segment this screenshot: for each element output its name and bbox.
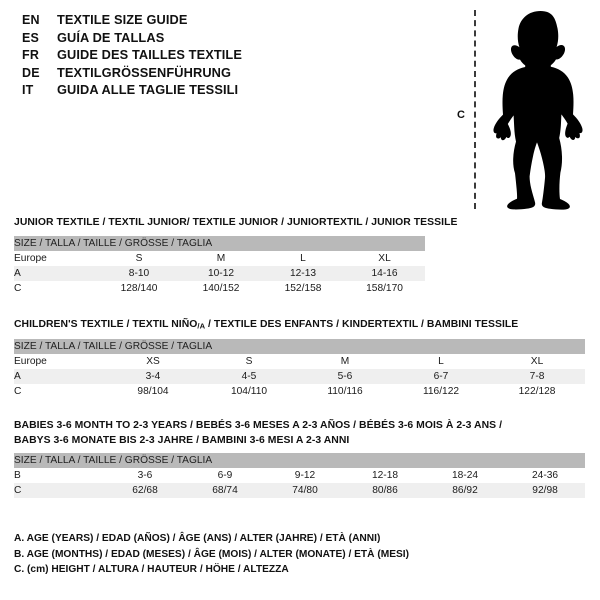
cell-value: XL [489, 353, 586, 369]
cell-value: 140/152 [180, 280, 262, 296]
cell-value: 4-5 [201, 368, 297, 384]
cell-value: 24-36 [505, 468, 586, 483]
cell-value: 152/158 [262, 280, 344, 296]
cell-value: 6-9 [185, 468, 265, 483]
babies-size-table: SIZE / TALLA / TAILLE / GRÖSSE / TAGLIA … [14, 453, 586, 498]
cell-value: L [393, 353, 489, 369]
cell-value: 110/116 [297, 383, 393, 399]
row-label: C [14, 383, 105, 399]
cell-value: 9-12 [265, 468, 345, 483]
row-label: Europe [14, 250, 98, 266]
table-row: C 62/68 68/74 74/80 80/86 86/92 92/98 [14, 483, 586, 498]
cell-value: 80/86 [345, 483, 425, 498]
language-row: DE TEXTILGRÖSSENFÜHRUNG [22, 65, 442, 83]
cell-value: 128/140 [98, 280, 180, 296]
cell-value: 116/122 [393, 383, 489, 399]
language-code: FR [22, 48, 40, 63]
size-header-label: SIZE / TALLA / TAILLE / GRÖSSE / TAGLIA [14, 338, 586, 354]
table-row: C 128/140 140/152 152/158 158/170 [14, 280, 426, 296]
row-label: C [14, 280, 98, 296]
cell-value: 12-13 [262, 265, 344, 281]
table-header-row: SIZE / TALLA / TAILLE / GRÖSSE / TAGLIA [14, 235, 426, 251]
cell-value: XS [105, 353, 201, 369]
cell-value: 10-12 [180, 265, 262, 281]
legend-row-a: A. AGE (YEARS) / EDAD (AÑOS) / ÂGE (ANS)… [14, 533, 381, 544]
language-title: TEXTILGRÖSSENFÜHRUNG [57, 64, 232, 80]
cell-value: 18-24 [425, 468, 505, 483]
children-size-table: SIZE / TALLA / TAILLE / GRÖSSE / TAGLIA … [14, 338, 586, 399]
cell-value: 92/98 [505, 483, 586, 498]
language-title: GUÍA DE TALLAS [57, 29, 165, 45]
cell-value: M [297, 353, 393, 369]
section-title-line2: BABYS 3-6 MONATE BIS 2-3 JAHRE / BAMBINI… [14, 434, 350, 446]
table-row: Europe XS S M L XL [14, 353, 586, 369]
legend-row-c: C. (cm) HEIGHT / ALTURA / HAUTEUR / HÖHE… [14, 564, 289, 575]
language-code: EN [22, 13, 40, 27]
cell-value: 86/92 [425, 483, 505, 498]
legend-block: A. AGE (YEARS) / EDAD (AÑOS) / ÂGE (ANS)… [14, 531, 584, 578]
section-junior-textile: JUNIOR TEXTILE / TEXTIL JUNIOR/ TEXTILE … [14, 216, 458, 296]
cell-value: 6-7 [393, 368, 489, 384]
language-row: FR GUIDE DES TAILLES TEXTILE [22, 47, 442, 65]
row-label: B [14, 468, 105, 483]
language-code: IT [22, 83, 34, 98]
cell-value: 8-10 [98, 265, 180, 281]
language-row: ES GUÍA DE TALLAS [22, 30, 442, 48]
cell-value: 7-8 [489, 368, 586, 384]
row-label: C [14, 483, 105, 498]
table-header-row: SIZE / TALLA / TAILLE / GRÖSSE / TAGLIA [14, 453, 586, 468]
cell-value: 68/74 [185, 483, 265, 498]
section-childrens-textile: CHILDREN'S TEXTILE / TEXTIL NIÑO/A / TEX… [14, 318, 586, 399]
table-header-row: SIZE / TALLA / TAILLE / GRÖSSE / TAGLIA [14, 338, 586, 354]
junior-size-table: SIZE / TALLA / TAILLE / GRÖSSE / TAGLIA … [14, 235, 426, 296]
cell-value: 14-16 [344, 265, 426, 281]
language-row: IT GUIDA ALLE TAGLIE TESSILI [22, 82, 442, 100]
language-code: ES [22, 30, 40, 45]
size-header-label: SIZE / TALLA / TAILLE / GRÖSSE / TAGLIA [14, 235, 426, 251]
row-label: A [14, 265, 98, 281]
language-code: DE [22, 65, 40, 80]
toddler-silhouette-icon [493, 11, 583, 210]
cell-value: L [262, 250, 344, 266]
height-dashed-line [474, 10, 476, 209]
section-babies-textile: BABIES 3-6 MONTH TO 2-3 YEARS / BEBÉS 3-… [14, 419, 586, 498]
cell-value: 3-6 [105, 468, 185, 483]
section-title-post: / TEXTILE DES ENFANTS / KINDERTEXTIL / B… [205, 319, 519, 330]
section-title-line1: BABIES 3-6 MONTH TO 2-3 YEARS / BEBÉS 3-… [14, 420, 503, 431]
row-label: Europe [14, 353, 105, 369]
section-title: CHILDREN'S TEXTILE / TEXTIL NIÑO/A / TEX… [14, 318, 585, 334]
cell-value: 98/104 [105, 383, 201, 399]
language-row: EN TEXTILE SIZE GUIDE [22, 12, 442, 30]
cell-value: S [201, 353, 297, 369]
cell-value: 104/110 [201, 383, 297, 399]
cell-value: 158/170 [344, 280, 426, 296]
row-label: A [14, 368, 105, 384]
height-measurement-figure: C [446, 6, 596, 211]
cell-value: 74/80 [265, 483, 345, 498]
cell-value: 122/128 [489, 383, 586, 399]
size-header-label: SIZE / TALLA / TAILLE / GRÖSSE / TAGLIA [14, 453, 586, 468]
legend-row-b: B. AGE (MONTHS) / EDAD (MESES) / ÂGE (MO… [14, 548, 410, 560]
table-row: B 3-6 6-9 9-12 12-18 18-24 24-36 [14, 468, 586, 483]
cell-value: 3-4 [105, 368, 201, 384]
cell-value: M [180, 250, 262, 266]
table-row: Europe S M L XL [14, 250, 426, 266]
table-row: A 8-10 10-12 12-13 14-16 [14, 265, 426, 281]
section-title: JUNIOR TEXTILE / TEXTIL JUNIOR/ TEXTILE … [14, 217, 458, 228]
language-title: GUIDE DES TAILLES TEXTILE [57, 47, 242, 63]
language-title: GUIDA ALLE TAGLIE TESSILI [57, 82, 239, 98]
cell-value: 12-18 [345, 468, 425, 483]
cell-value: XL [344, 250, 426, 266]
cell-value: 5-6 [297, 368, 393, 384]
language-title: TEXTILE SIZE GUIDE [57, 12, 188, 27]
height-axis-label: C [457, 109, 465, 121]
section-title-subscript: /A [197, 321, 206, 331]
table-row: A 3-4 4-5 5-6 6-7 7-8 [14, 368, 586, 384]
section-title-pre: CHILDREN'S TEXTILE / TEXTIL NIÑO [14, 319, 198, 330]
table-row: C 98/104 104/110 110/116 116/122 122/128 [14, 383, 586, 399]
language-title-block: EN TEXTILE SIZE GUIDE ES GUÍA DE TALLAS … [22, 12, 442, 100]
cell-value: S [98, 250, 180, 266]
cell-value: 62/68 [105, 483, 185, 498]
